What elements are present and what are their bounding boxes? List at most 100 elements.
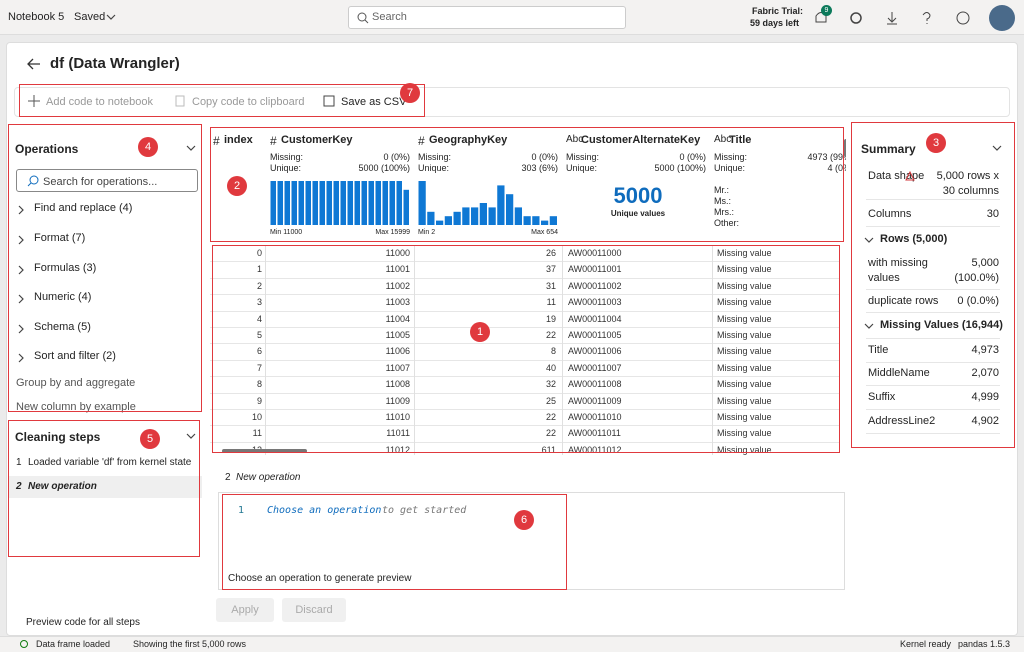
avatar[interactable] bbox=[989, 5, 1015, 31]
category-label: Mrs.: bbox=[714, 207, 734, 217]
summary-divider bbox=[866, 385, 1000, 386]
cell: 7 bbox=[256, 362, 262, 373]
histogram-bar bbox=[523, 216, 531, 225]
h-scrollbar[interactable] bbox=[222, 449, 307, 453]
step-label[interactable]: New operation bbox=[28, 481, 97, 492]
data-grid: # index # CustomerKey Missing: Unique: 0 (0%) 5… bbox=[210, 127, 846, 455]
callout: 4 bbox=[138, 137, 158, 157]
cell: AW00011009 bbox=[568, 395, 622, 406]
callout: 1 bbox=[470, 322, 490, 342]
stat-label: Missing: bbox=[418, 152, 452, 162]
operation-group[interactable]: Find and replace (4) bbox=[34, 202, 133, 214]
toolbar-button[interactable]: Save as CSV bbox=[341, 96, 407, 108]
operation-item[interactable]: New column by example bbox=[16, 401, 136, 413]
download bbox=[887, 12, 897, 25]
cell: 11005 bbox=[385, 330, 410, 340]
cell: 32 bbox=[545, 379, 556, 390]
operation-group[interactable]: Numeric (4) bbox=[34, 291, 92, 303]
operation-item[interactable]: Group by and aggregate bbox=[16, 377, 136, 389]
histogram-bar bbox=[541, 220, 549, 225]
cell: 11010 bbox=[385, 412, 410, 422]
chevron bbox=[864, 237, 874, 243]
warning bbox=[905, 171, 915, 181]
operation-group[interactable]: Schema (5) bbox=[34, 321, 91, 333]
code-rest: to get started bbox=[382, 505, 467, 516]
stat-label: Unique: bbox=[566, 163, 598, 173]
histogram-bar bbox=[436, 220, 444, 225]
operations-search-placeholder: Search for operations... bbox=[43, 176, 158, 188]
chevron bbox=[992, 145, 1002, 151]
cell: 5 bbox=[256, 330, 262, 340]
chevron bbox=[18, 294, 24, 304]
chevron-path bbox=[18, 294, 24, 304]
callout: 6 bbox=[514, 510, 534, 530]
cell: 37 bbox=[545, 264, 556, 275]
operation-group[interactable]: Sort and filter (2) bbox=[34, 350, 116, 362]
button-label[interactable]: Apply bbox=[231, 604, 259, 616]
save-status: Saved bbox=[74, 11, 106, 23]
toolbar-button[interactable]: Add code to notebook bbox=[46, 96, 154, 108]
cell: 11009 bbox=[385, 395, 410, 406]
callout: 7 bbox=[400, 83, 420, 103]
v-scrollbar[interactable] bbox=[844, 139, 846, 157]
column-name[interactable]: GeographyKey bbox=[429, 134, 508, 146]
notebook-name[interactable]: Notebook 5 bbox=[8, 11, 65, 23]
histogram bbox=[270, 181, 409, 225]
histogram-bar bbox=[277, 181, 283, 225]
chevron-path bbox=[864, 237, 874, 243]
histogram-bar bbox=[479, 203, 487, 225]
chevron bbox=[186, 145, 196, 151]
arrow bbox=[27, 58, 40, 70]
cell: 11011 bbox=[386, 428, 410, 439]
summary-divider bbox=[866, 312, 1000, 313]
column-name[interactable]: index bbox=[224, 134, 253, 146]
cell: Missing value bbox=[717, 280, 772, 291]
button-label[interactable]: Discard bbox=[295, 604, 333, 616]
summary-value: 5,000 rows x 30 columns bbox=[936, 170, 999, 197]
summary-section[interactable]: Rows (5,000) bbox=[880, 233, 948, 245]
missing-value: 4973 (99%) bbox=[807, 152, 846, 162]
toolbar bbox=[14, 87, 1010, 117]
stat-label: Missing: bbox=[714, 152, 748, 162]
column-name[interactable]: Title bbox=[729, 134, 752, 146]
plus bbox=[28, 95, 40, 107]
annotation-box bbox=[8, 420, 200, 557]
chevron-path bbox=[18, 353, 24, 363]
operation-group[interactable]: Format (7) bbox=[34, 232, 86, 244]
cell: 2 bbox=[256, 280, 262, 291]
cell: AW00011011 bbox=[568, 428, 621, 439]
search-box[interactable] bbox=[348, 6, 626, 29]
smiley bbox=[956, 11, 970, 25]
lens bbox=[357, 12, 367, 22]
search-icon bbox=[357, 12, 369, 24]
button[interactable] bbox=[282, 598, 346, 622]
callout: 2 bbox=[227, 176, 247, 196]
trial-title: Fabric Trial: bbox=[752, 6, 804, 16]
step-label[interactable]: Loaded variable 'df' from kernel state bbox=[28, 457, 192, 468]
cell: 40 bbox=[545, 362, 556, 373]
operation-group[interactable]: Formulas (3) bbox=[34, 262, 97, 274]
row-line bbox=[210, 392, 840, 394]
column-name[interactable]: CustomerAlternateKey bbox=[581, 134, 701, 146]
histogram-min: Min 11000 bbox=[270, 229, 303, 236]
summary-label: Columns bbox=[868, 208, 912, 220]
histogram-bar bbox=[382, 181, 388, 225]
summary-section[interactable]: Missing Values (16,944) bbox=[880, 319, 1003, 331]
preview-all-steps[interactable]: Preview code for all steps bbox=[26, 617, 140, 628]
step-selected-bg bbox=[8, 476, 202, 498]
row-line bbox=[210, 277, 840, 279]
cell: Missing value bbox=[717, 297, 772, 308]
toolbar-button[interactable]: Copy code to clipboard bbox=[192, 96, 305, 108]
button[interactable] bbox=[216, 598, 274, 622]
histogram-bar bbox=[396, 181, 402, 225]
missing-value: 0 (0%) bbox=[679, 152, 706, 162]
annotation-box bbox=[8, 124, 202, 412]
operations-search[interactable] bbox=[16, 169, 198, 192]
histogram-bar bbox=[305, 181, 311, 225]
histogram-bar bbox=[284, 181, 290, 225]
cell: 11007 bbox=[385, 362, 410, 373]
histogram-max: Max 15999 bbox=[375, 229, 410, 236]
histogram-bar bbox=[291, 181, 297, 225]
column-name[interactable]: CustomerKey bbox=[281, 134, 353, 146]
cell: Missing value bbox=[717, 412, 772, 422]
